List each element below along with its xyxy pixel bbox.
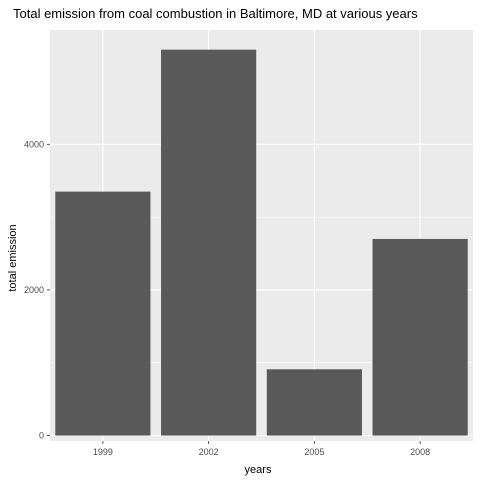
x-axis-label: years	[245, 464, 272, 476]
y-axis-ticks: 0 2000 4000	[24, 139, 50, 441]
y-tick-label: 4000	[24, 139, 44, 149]
bar-2002	[161, 49, 257, 436]
bars	[55, 49, 468, 436]
y-tick-label: 0	[39, 431, 44, 441]
x-axis-ticks: 1999 2002 2005 2008	[93, 441, 430, 457]
x-tick-label: 2008	[410, 447, 430, 457]
bar-2008	[372, 238, 468, 436]
x-tick-label: 1999	[93, 447, 113, 457]
bar-2005	[266, 369, 362, 436]
bar-1999	[55, 191, 151, 436]
x-tick-label: 2005	[304, 447, 324, 457]
x-tick-label: 2002	[199, 447, 219, 457]
y-tick-label: 2000	[24, 285, 44, 295]
chart-title: Total emission from coal combustion in B…	[13, 6, 418, 21]
y-axis-label: total emission	[7, 224, 19, 291]
